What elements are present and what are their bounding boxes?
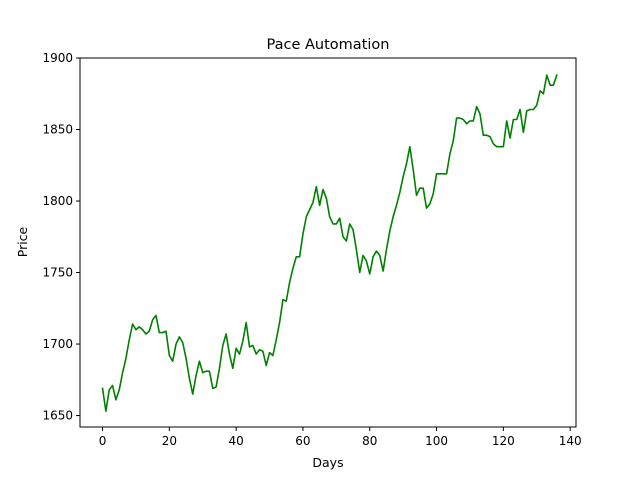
y-tick-label: 1700 xyxy=(42,337,73,351)
x-tick-label: 0 xyxy=(99,434,107,448)
y-tick-label: 1650 xyxy=(42,409,73,423)
y-tick-label: 1900 xyxy=(42,51,73,65)
chart-title: Pace Automation xyxy=(267,37,390,53)
plot-background xyxy=(80,58,576,427)
x-tick-label: 140 xyxy=(559,434,582,448)
y-axis-label: Price xyxy=(15,226,30,257)
y-axis-ticks: 1650 1700 1750 1800 1850 1900 xyxy=(42,51,80,423)
x-axis-label: Days xyxy=(312,455,343,470)
series-layer xyxy=(101,74,558,413)
price-series-line xyxy=(101,74,558,413)
x-axis-ticks: 0 20 40 60 80 100 120 140 xyxy=(99,427,582,448)
x-tick-label: 100 xyxy=(425,434,448,448)
x-tick-label: 60 xyxy=(295,434,310,448)
plot-frame xyxy=(79,57,577,428)
x-tick-label: 120 xyxy=(492,434,515,448)
y-tick-label: 1750 xyxy=(42,266,73,280)
y-tick-label: 1800 xyxy=(42,194,73,208)
x-tick-label: 20 xyxy=(162,434,177,448)
x-tick-label: 40 xyxy=(229,434,244,448)
y-tick-label: 1850 xyxy=(42,123,73,137)
x-tick-label: 80 xyxy=(362,434,377,448)
